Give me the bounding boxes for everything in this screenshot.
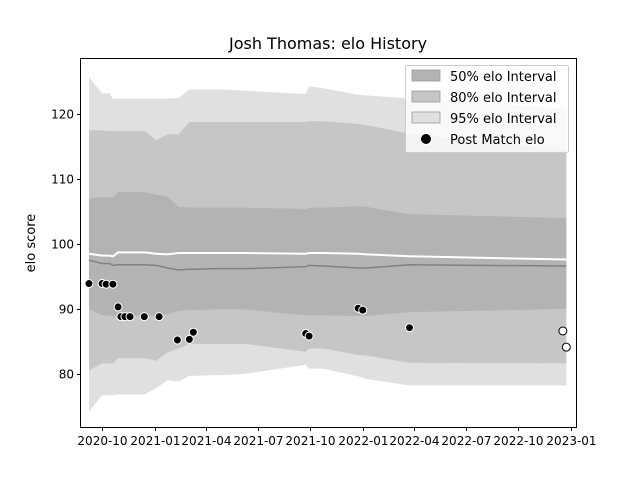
- bands-layer: [88, 77, 567, 412]
- post-match-point: [172, 335, 182, 345]
- post-match-point: [404, 323, 414, 333]
- post-match-point: [84, 279, 94, 289]
- points-layer: [84, 279, 571, 352]
- legend-label: 80% elo Interval: [450, 91, 557, 106]
- post-match-point: [154, 312, 164, 322]
- axes-frame: [80, 58, 577, 428]
- legend-swatch: [411, 90, 441, 103]
- x-tick-label: 2022-04: [389, 434, 439, 448]
- y-tick-label: 120: [51, 108, 74, 122]
- projected-point: [561, 342, 571, 352]
- mean-line: [88, 251, 567, 261]
- post-match-point: [358, 305, 368, 315]
- chart-title: Josh Thomas: elo History: [228, 34, 427, 53]
- x-tick-label: 2021-10: [285, 434, 335, 448]
- y-tick-label: 100: [51, 238, 74, 252]
- legend-label: Post Match elo: [450, 133, 545, 148]
- x-tick-label: 2020-10: [77, 434, 127, 448]
- lines-layer: [88, 251, 567, 271]
- projected-point: [558, 326, 568, 336]
- legend-marker: [420, 133, 432, 145]
- x-tick-label: 2023-01: [546, 434, 596, 448]
- x-axis: 2020-10 2021-01 2021-04 2021-07 2021-10 2022-…: [77, 427, 597, 448]
- post-match-point: [113, 302, 123, 312]
- post-match-point: [304, 331, 314, 341]
- y-tick-label: 110: [51, 173, 74, 187]
- band-50-interval: [88, 192, 567, 317]
- x-tick-label: 2022-07: [441, 434, 491, 448]
- legend-swatch: [411, 111, 441, 124]
- x-tick-label: 2021-07: [233, 434, 283, 448]
- x-tick-label: 2021-01: [130, 434, 180, 448]
- post-match-point: [108, 279, 118, 289]
- legend: 50% elo Interval 80% elo Interval 95% elo …: [405, 65, 569, 153]
- post-match-point: [188, 327, 198, 337]
- x-tick-label: 2021-04: [181, 434, 231, 448]
- y-axis-label: elo score: [24, 214, 39, 273]
- median-line: [88, 259, 567, 271]
- y-axis: 80 90 100 110 120: [51, 108, 81, 382]
- legend-swatch: [411, 69, 441, 82]
- plot-area: [84, 77, 571, 412]
- y-tick-label: 80: [59, 368, 74, 382]
- legend-box: [405, 65, 569, 153]
- post-match-point: [139, 312, 149, 322]
- legend-label: 95% elo Interval: [450, 112, 557, 127]
- legend-label: 50% elo Interval: [450, 70, 557, 85]
- x-tick-label: 2022-10: [493, 434, 543, 448]
- legend-items: 50% elo Interval 80% elo Interval 95% elo …: [411, 69, 557, 148]
- post-match-point: [125, 312, 135, 322]
- y-tick-label: 90: [59, 303, 74, 317]
- x-tick-label: 2022-01: [338, 434, 388, 448]
- post-match-point: [184, 334, 194, 344]
